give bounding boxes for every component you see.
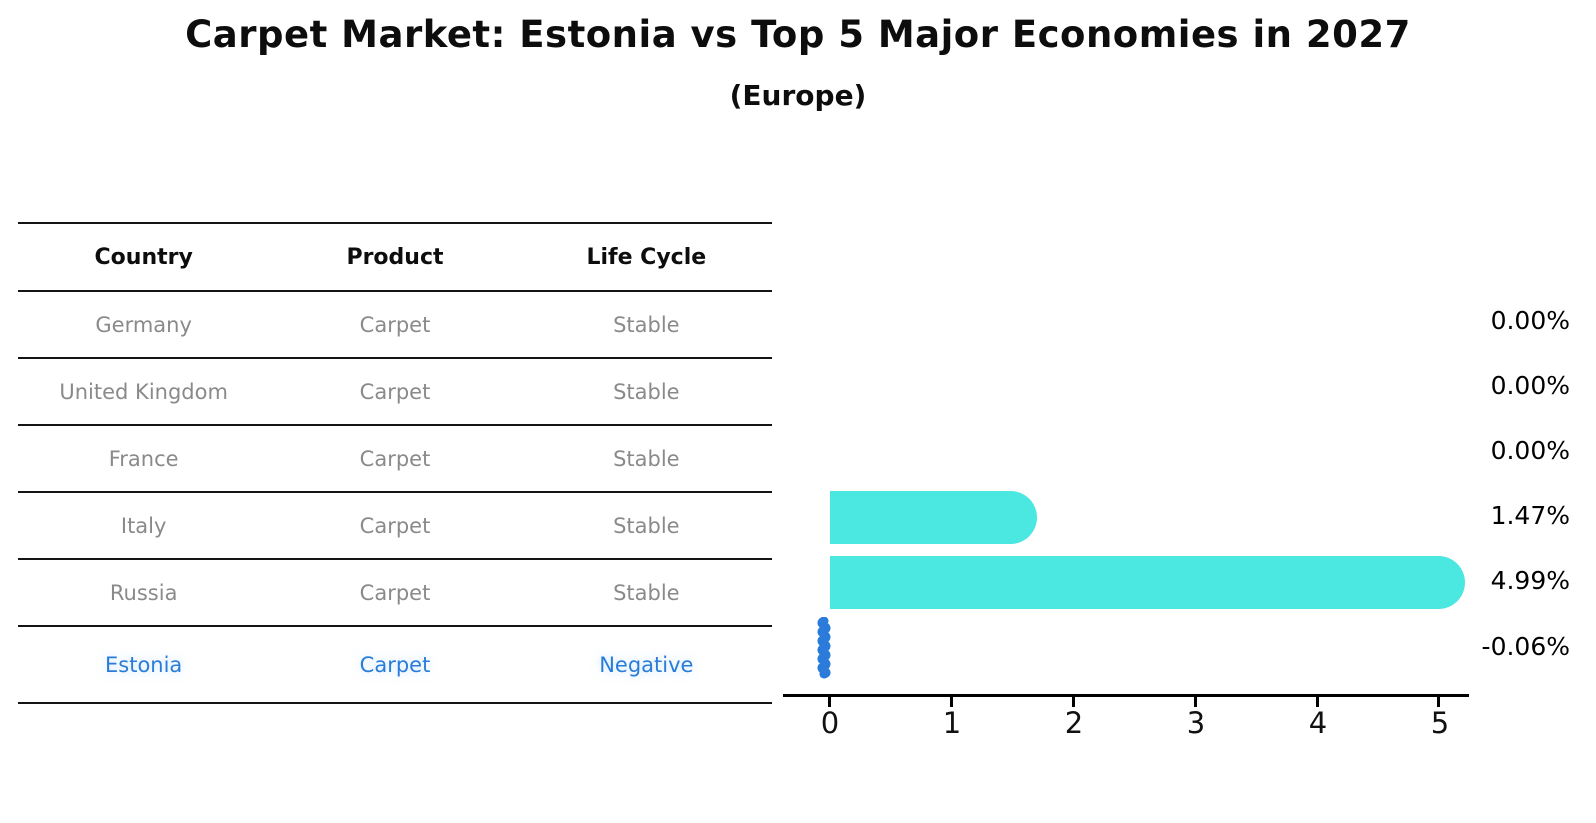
- x-tick-label: 4: [1308, 706, 1328, 740]
- value-label-russia: 4.99%: [1490, 566, 1570, 595]
- cell-product: Carpet: [359, 513, 431, 538]
- value-label-france: 0.00%: [1490, 436, 1570, 465]
- cell-life-cycle: Stable: [613, 446, 680, 471]
- cell-life-cycle: Negative: [599, 652, 694, 677]
- column-header-life-cycle: Life Cycle: [586, 244, 707, 270]
- table-row: France Carpet Stable: [18, 425, 772, 492]
- x-tick-label: 0: [820, 706, 840, 740]
- table-row: United Kingdom Carpet Stable: [18, 358, 772, 425]
- x-tick-5: [1437, 697, 1440, 707]
- x-tick-4: [1316, 697, 1319, 707]
- chart-title: Carpet Market: Estonia vs Top 5 Major Ec…: [185, 13, 1411, 56]
- bar-russia: [830, 556, 1466, 609]
- cell-product: Carpet: [359, 580, 431, 605]
- x-tick-label: 1: [942, 706, 962, 740]
- cell-country: United Kingdom: [59, 379, 228, 404]
- column-header-country: Country: [94, 244, 193, 270]
- column-header-product: Product: [346, 244, 444, 270]
- bar-estonia-negative-squiggle: [817, 617, 831, 679]
- cell-country: Russia: [109, 580, 178, 605]
- value-label-estonia: -0.06%: [1481, 632, 1570, 661]
- x-tick-3: [1194, 697, 1197, 707]
- table-row: Russia Carpet Stable: [18, 559, 772, 626]
- value-label-united-kingdom: 0.00%: [1490, 371, 1570, 400]
- cell-life-cycle: Stable: [613, 312, 680, 337]
- table-row: Germany Carpet Stable: [18, 291, 772, 358]
- cell-product: Carpet: [359, 446, 431, 471]
- value-label-germany: 0.00%: [1490, 306, 1570, 335]
- table-row: Italy Carpet Stable: [18, 492, 772, 559]
- bar-italy: [830, 491, 1037, 544]
- cell-product: Carpet: [359, 312, 431, 337]
- cell-country: Italy: [120, 513, 167, 538]
- cell-country: Estonia: [105, 652, 183, 677]
- x-tick-1: [950, 697, 953, 707]
- cell-life-cycle: Stable: [613, 513, 680, 538]
- cell-life-cycle: Stable: [613, 379, 680, 404]
- cell-product: Carpet: [359, 379, 431, 404]
- table-header-row: Country Product Life Cycle: [18, 223, 772, 291]
- cell-product: Carpet: [359, 652, 431, 677]
- x-axis-line: [783, 694, 1469, 697]
- cell-country: Germany: [95, 312, 192, 337]
- country-table: Country Product Life Cycle Germany Carpe…: [18, 222, 772, 704]
- x-tick-label: 5: [1430, 706, 1450, 740]
- chart-subtitle: (Europe): [729, 79, 867, 112]
- x-tick-label: 3: [1186, 706, 1206, 740]
- x-tick-2: [1072, 697, 1075, 707]
- x-tick-label: 2: [1064, 706, 1084, 740]
- value-label-italy: 1.47%: [1490, 501, 1570, 530]
- cell-country: France: [108, 446, 179, 471]
- cell-life-cycle: Stable: [613, 580, 680, 605]
- x-tick-0: [828, 697, 831, 707]
- table-row-estonia: Estonia Carpet Negative: [18, 626, 772, 703]
